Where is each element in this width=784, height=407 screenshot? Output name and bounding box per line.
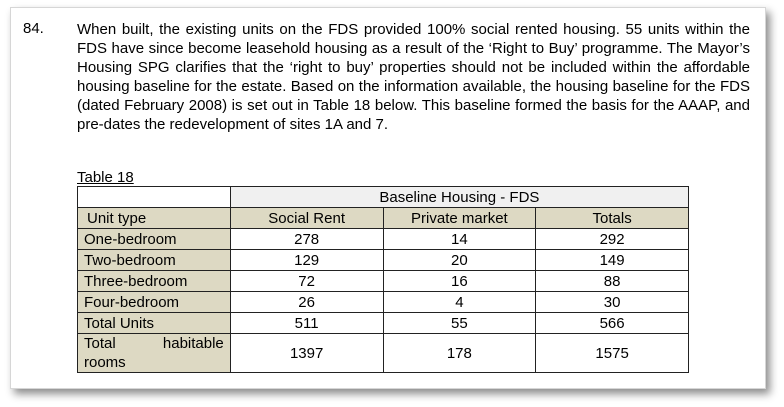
table-cell: 72 <box>229 270 384 292</box>
paragraph-text: When built, the existing units on the FD… <box>77 21 750 133</box>
table-cell: 30 <box>535 291 689 313</box>
row-label-habitable-rooms: Total habitable rooms <box>77 333 231 373</box>
table-header-row: Unit type Social Rent Private market Tot… <box>77 207 689 229</box>
table-cell: 55 <box>382 312 537 334</box>
table-row: Three-bedroom 72 16 88 <box>77 270 689 292</box>
document-page: 84. When built, the existing units on th… <box>10 7 766 389</box>
row-label: Total Units <box>77 312 231 334</box>
table-cell: 16 <box>382 270 537 292</box>
table-cell: 129 <box>229 249 384 271</box>
table-cell: 14 <box>382 228 537 250</box>
column-header-social-rent: Social Rent <box>229 207 384 229</box>
row-label-line: Total habitable <box>84 335 224 352</box>
table-row: Four-bedroom 26 4 30 <box>77 291 689 313</box>
table-row: Total Units 511 55 566 <box>77 312 689 334</box>
table-cell: 20 <box>382 249 537 271</box>
paragraph-number: 84. <box>23 20 44 37</box>
table-group-header-row: Baseline Housing - FDS <box>77 186 690 208</box>
table-empty-corner <box>77 186 231 208</box>
table-cell: 566 <box>535 312 689 334</box>
table-cell: 511 <box>229 312 384 334</box>
row-label: One-bedroom <box>77 228 231 250</box>
table-row: One-bedroom 278 14 292 <box>77 228 689 250</box>
table-cell: 1575 <box>535 333 689 373</box>
column-header-unit-type: Unit type <box>77 207 231 229</box>
row-label: Two-bedroom <box>77 249 231 271</box>
row-label: Three-bedroom <box>77 270 231 292</box>
table-group-header: Baseline Housing - FDS <box>229 186 690 208</box>
table-cell: 1397 <box>229 333 384 373</box>
table-row: Two-bedroom 129 20 149 <box>77 249 689 271</box>
column-header-private-market: Private market <box>382 207 537 229</box>
column-header-totals: Totals <box>535 207 689 229</box>
table-cell: 4 <box>382 291 537 313</box>
baseline-housing-table: Baseline Housing - FDS Unit type Social … <box>77 186 690 373</box>
row-label-line: rooms <box>84 354 126 371</box>
table-cell: 26 <box>229 291 384 313</box>
table-caption: Table 18 <box>77 169 134 186</box>
table-cell: 292 <box>535 228 689 250</box>
table-row: Total habitable rooms 1397 178 1575 <box>77 333 689 373</box>
table-cell: 278 <box>229 228 384 250</box>
table-cell: 149 <box>535 249 689 271</box>
table-cell: 178 <box>382 333 537 373</box>
table-cell: 88 <box>535 270 689 292</box>
row-label: Four-bedroom <box>77 291 231 313</box>
